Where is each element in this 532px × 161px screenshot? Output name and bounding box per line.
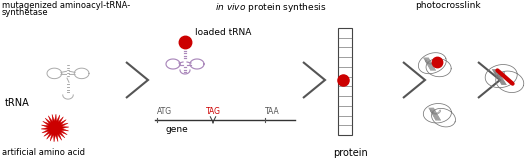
- Text: tRNA: tRNA: [5, 98, 30, 108]
- Text: ATG: ATG: [157, 107, 172, 116]
- Text: loaded tRNA: loaded tRNA: [195, 28, 252, 37]
- Bar: [338, 28, 352, 135]
- Text: photocrosslink: photocrosslink: [415, 1, 480, 10]
- Text: protein: protein: [333, 148, 368, 158]
- Text: mutagenized aminoacyl-tRNA-: mutagenized aminoacyl-tRNA-: [2, 1, 130, 10]
- Text: artificial amino acid: artificial amino acid: [2, 148, 85, 157]
- Text: TAG: TAG: [205, 107, 220, 116]
- Text: gene: gene: [165, 125, 188, 134]
- Polygon shape: [41, 114, 69, 142]
- Text: $\it{in\ vivo}$ protein synthesis: $\it{in\ vivo}$ protein synthesis: [215, 1, 327, 14]
- Text: synthetase: synthetase: [2, 8, 48, 17]
- Text: TAA: TAA: [265, 107, 280, 116]
